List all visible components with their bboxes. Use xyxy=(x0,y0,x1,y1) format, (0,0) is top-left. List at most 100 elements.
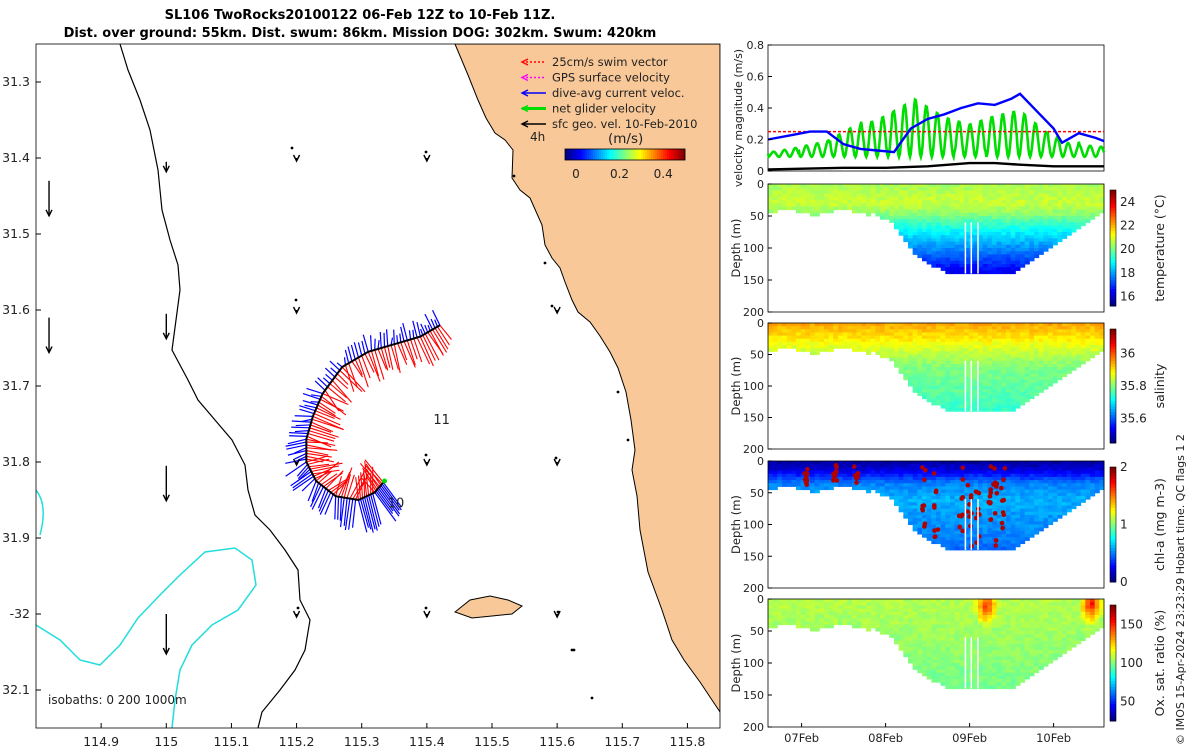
chla-cell xyxy=(959,505,965,510)
temperature-cell xyxy=(908,193,914,198)
temperature-cell xyxy=(912,251,918,255)
salinity-cell xyxy=(936,338,942,343)
chla-cell xyxy=(996,530,1002,535)
chla-cell xyxy=(1034,486,1040,491)
salinity-cell xyxy=(796,323,802,327)
temperature-cell xyxy=(936,184,942,188)
salinity-cell xyxy=(996,401,1002,406)
chla-high-value xyxy=(999,520,1005,526)
chla-cell xyxy=(796,461,802,465)
oxygen-cell xyxy=(838,611,844,616)
oxygen-cell xyxy=(908,605,914,610)
temperature-cell xyxy=(847,196,853,201)
temperature-cell xyxy=(1062,193,1068,198)
current-vectors xyxy=(285,310,441,533)
chla-cell xyxy=(926,461,932,465)
salinity-cell xyxy=(1034,363,1040,368)
chla-colorbar-tick: 0 xyxy=(1120,575,1128,589)
temperature-cell xyxy=(954,196,960,201)
temperature-cell xyxy=(1020,232,1026,236)
temperature-cell xyxy=(1010,232,1016,236)
temperature-cell xyxy=(992,187,998,191)
oxygen-cell xyxy=(912,602,918,606)
temperature-cell xyxy=(1010,206,1016,211)
temperature-colorbar-label: temperature (°C) xyxy=(1152,194,1167,301)
temperature-cell xyxy=(950,196,956,201)
salinity-cell xyxy=(1024,357,1030,362)
temperature-cell xyxy=(875,190,881,195)
salinity-cell xyxy=(768,323,774,327)
temperature-cell xyxy=(772,184,778,188)
colorbar-cell xyxy=(681,149,684,160)
temperature-cell xyxy=(978,196,984,201)
chla-cell xyxy=(1015,530,1021,535)
chla-cell xyxy=(1020,537,1026,541)
temperature-cell xyxy=(1080,212,1086,217)
oxygen-cell xyxy=(805,615,811,619)
temperature-cell xyxy=(838,200,844,204)
swim-vector xyxy=(341,366,366,393)
current-vector xyxy=(408,330,412,340)
salinity-cell xyxy=(987,408,993,412)
temperature-cell xyxy=(880,200,886,204)
temperature-cell xyxy=(1020,260,1026,265)
chla-cell xyxy=(800,464,806,468)
chla-high-value xyxy=(922,521,928,527)
salinity-cell xyxy=(964,332,970,337)
chla-cell xyxy=(1085,480,1091,484)
salinity-cell xyxy=(1085,332,1091,337)
oxygen-cell xyxy=(912,599,918,603)
salinity-colorbar-tick: 35.8 xyxy=(1120,379,1147,393)
salinity-cell xyxy=(884,335,890,340)
temperature-cell xyxy=(1015,264,1021,268)
oxygen-cell xyxy=(903,634,909,638)
temperature-cell xyxy=(791,196,797,201)
temperature-cell xyxy=(950,260,956,265)
salinity-cell xyxy=(945,386,951,390)
temperature-cell xyxy=(1090,190,1096,195)
chla-cell xyxy=(1034,505,1040,510)
temperature-cell xyxy=(982,225,988,230)
salinity-cell xyxy=(852,335,858,340)
temperature-cell xyxy=(964,225,970,230)
temperature-cell xyxy=(884,209,890,214)
chla-cell xyxy=(1052,470,1058,475)
oxygen-cell xyxy=(894,634,900,638)
chla-cell xyxy=(1066,489,1072,494)
temperature-cell xyxy=(819,206,825,211)
salinity-cell xyxy=(973,386,979,390)
salinity-cell xyxy=(1024,367,1030,371)
oxygen-cell xyxy=(922,666,928,670)
temperature-cell xyxy=(1062,209,1068,214)
temperature-colorbar-cell xyxy=(1110,256,1116,261)
temperature-cell xyxy=(861,209,867,214)
temperature-cell xyxy=(1006,238,1012,243)
chla-cell xyxy=(931,511,937,516)
chla-cell xyxy=(1038,514,1044,519)
chla-cell xyxy=(936,464,942,468)
salinity-cell xyxy=(1010,357,1016,362)
oxygen-cell xyxy=(936,624,942,629)
oxygen-cell xyxy=(950,656,956,661)
salinity-cell xyxy=(908,360,914,365)
chla-cell xyxy=(978,514,984,519)
chla-cell xyxy=(959,473,965,478)
salinity-cell xyxy=(922,335,928,340)
temperature-cell xyxy=(1024,232,1030,236)
temperature-cell xyxy=(889,190,895,195)
temperature-cell xyxy=(1094,203,1100,207)
chla-cell xyxy=(1048,508,1054,513)
salinity-cell xyxy=(964,382,970,387)
temperature-cell xyxy=(847,200,853,204)
map-xtick-label: 115.3 xyxy=(344,734,380,749)
temperature-cell xyxy=(1057,193,1063,198)
salinity-cell xyxy=(1020,363,1026,368)
oxygen-cell xyxy=(931,624,937,629)
salinity-cell xyxy=(950,345,956,349)
salinity-cell xyxy=(1052,373,1058,378)
chla-colorbar-cell xyxy=(1110,524,1116,528)
chla-cell xyxy=(936,470,942,475)
temperature-cell xyxy=(992,248,998,252)
oxygen-cell xyxy=(842,605,848,610)
oxygen-cell xyxy=(912,650,918,654)
